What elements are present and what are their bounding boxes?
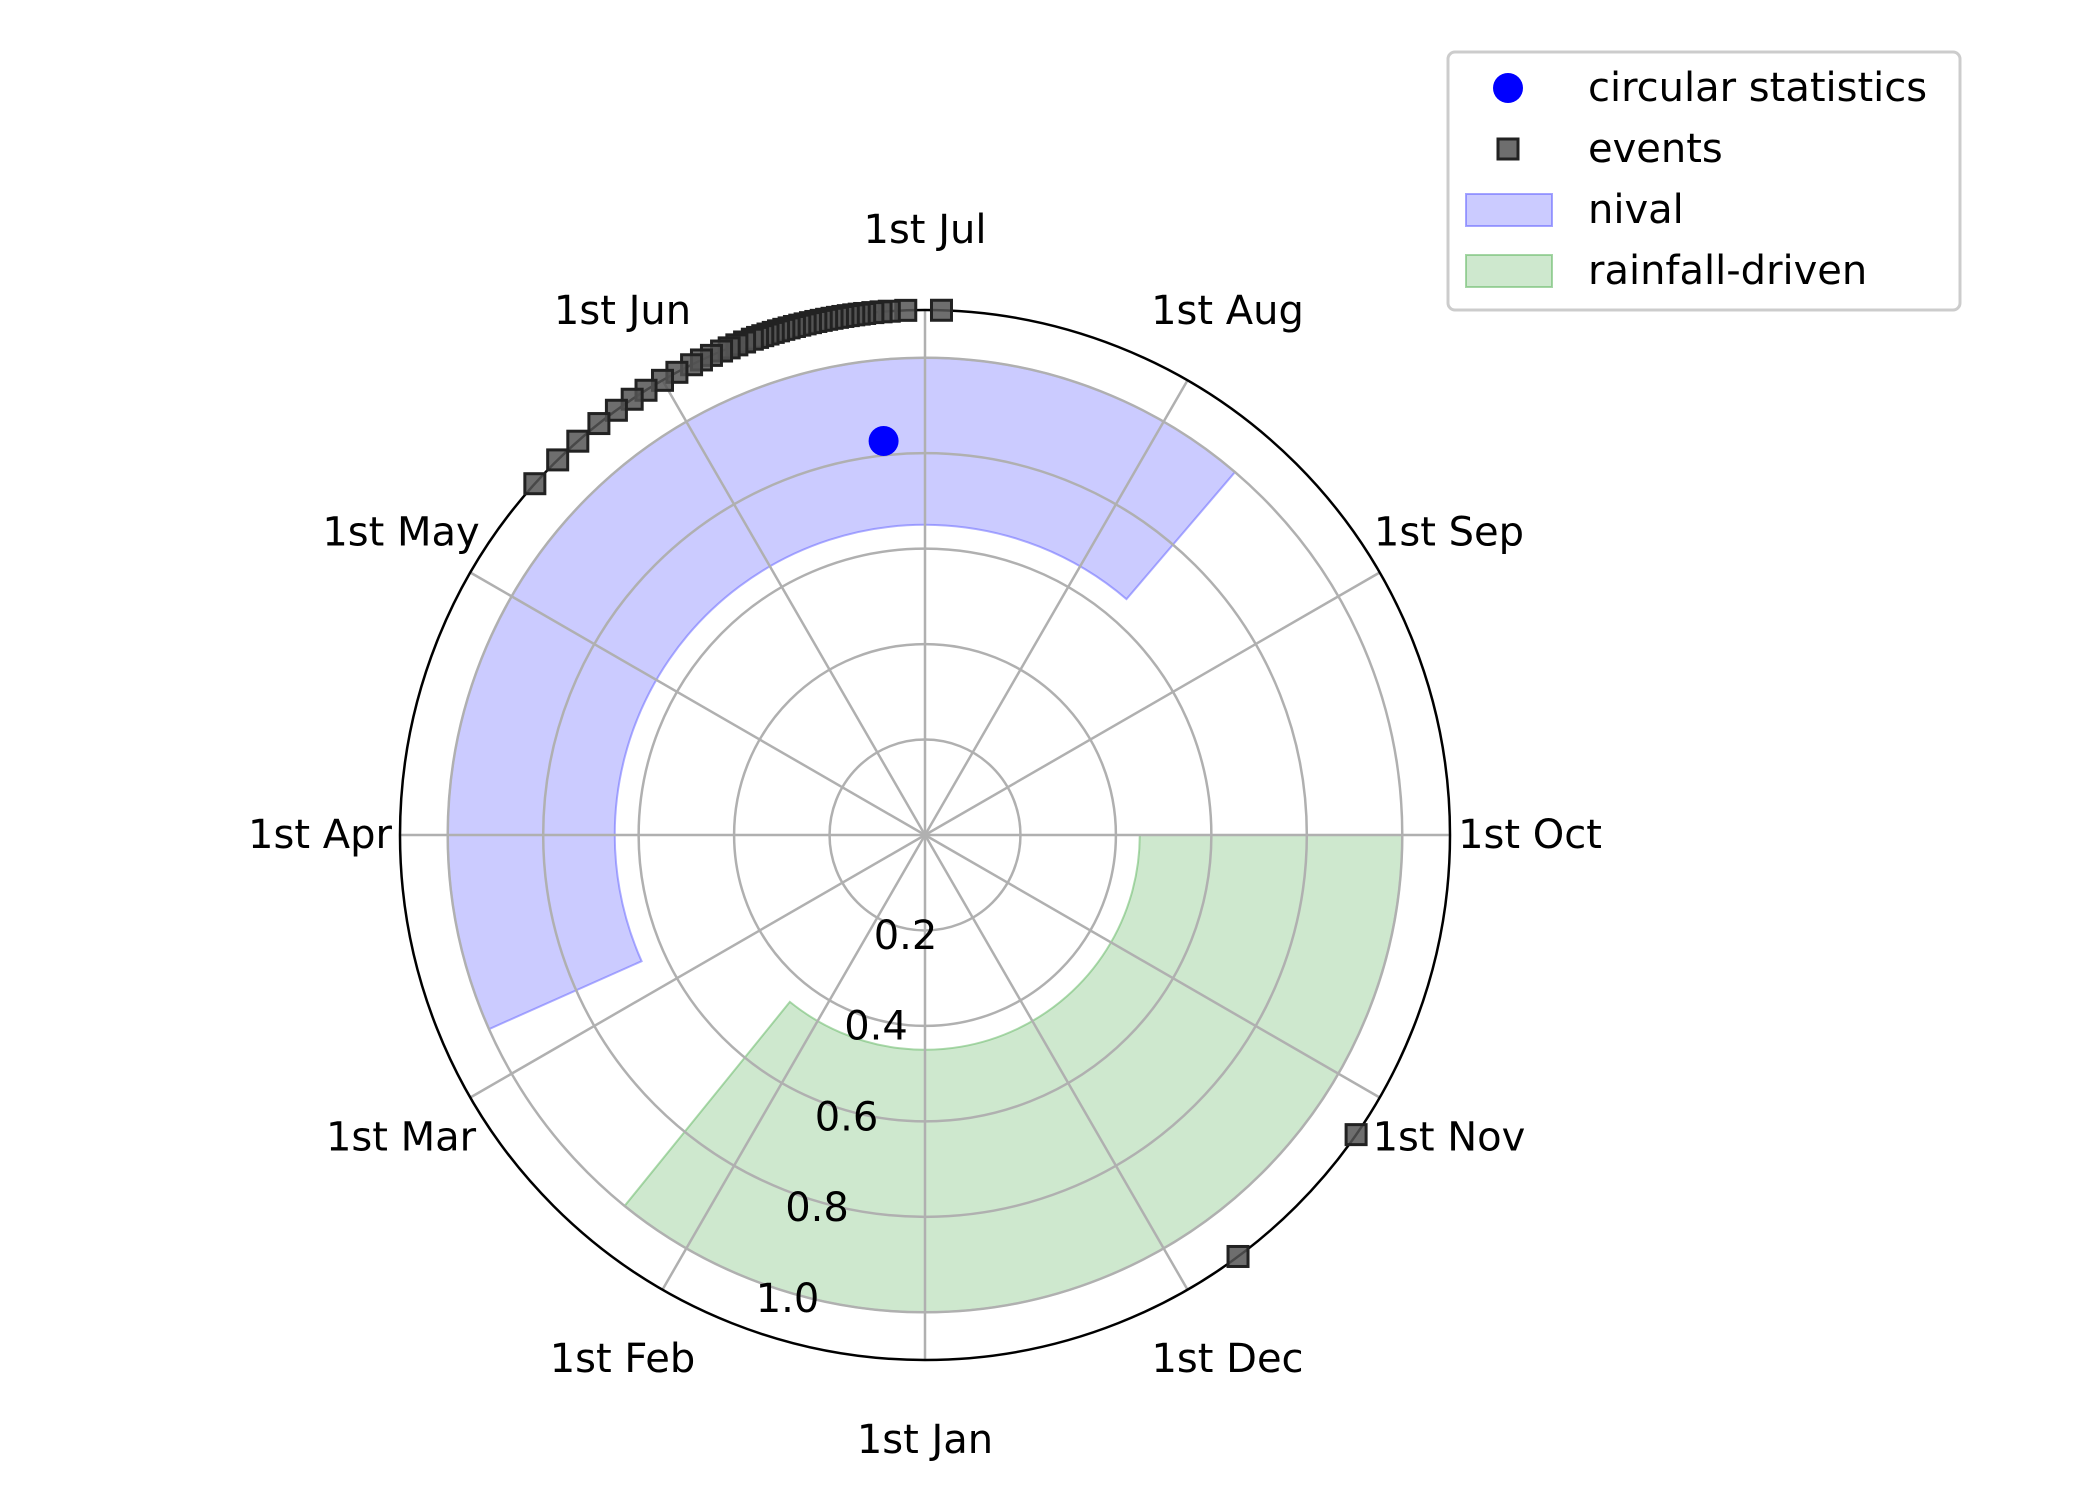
month-tick-label: 1st Oct: [1458, 812, 1602, 858]
radial-tick-label: 1.0: [756, 1276, 820, 1322]
grid-spoke: [924, 571, 1381, 837]
grid-spoke: [469, 833, 926, 1099]
legend-label: rainfall-driven: [1588, 248, 1867, 294]
month-tick-label: 1st May: [322, 510, 479, 556]
event-markers: [523, 298, 1368, 1268]
event-marker: [546, 448, 570, 472]
month-tick-label: 1st Aug: [1151, 288, 1304, 334]
event-marker: [566, 429, 590, 453]
event-marker: [587, 412, 611, 436]
radial-tick-labels: 0.2 0.4 0.6 0.8 1.0: [756, 913, 938, 1322]
band-rainfall-driven: [623, 834, 1404, 1314]
legend-swatch-circular-statistics: [1493, 73, 1523, 103]
circular-statistics-point: [868, 426, 899, 457]
legend-swatch-nival: [1465, 193, 1553, 227]
polar-grid: [400, 310, 1450, 1360]
grid-spoke: [924, 833, 1381, 1099]
radial-tick-label: 0.4: [844, 1004, 908, 1050]
grid-spoke: [923, 379, 1189, 836]
month-tick-label: 1st Feb: [550, 1336, 696, 1382]
event-marker: [604, 398, 628, 422]
month-tick-label: 1st Jul: [864, 207, 987, 253]
month-tick-label: 1st Sep: [1374, 510, 1524, 556]
month-tick-label: 1st Nov: [1373, 1115, 1526, 1161]
legend: circular statistics events nival rainfall-d…: [1446, 50, 1962, 312]
event-marker: [929, 298, 953, 322]
legend-label: circular statistics: [1588, 65, 1927, 111]
month-tick-label: 1st Dec: [1151, 1336, 1303, 1382]
radial-tick-label: 0.2: [874, 913, 938, 959]
polar-frame: [398, 308, 1452, 1362]
legend-swatch-events: [1496, 137, 1520, 161]
month-tick-label: 1st Jan: [857, 1417, 993, 1463]
grid-spoke: [661, 379, 927, 836]
legend-frame: [1446, 50, 1962, 312]
month-tick-label: 1st Mar: [326, 1115, 477, 1161]
legend-label: events: [1588, 126, 1723, 172]
angular-tick-labels: 1st Jan 1st Feb 1st Mar 1st Apr 1st May 1st J…: [248, 207, 1602, 1463]
grid-spoke: [469, 571, 926, 837]
event-marker: [523, 472, 547, 496]
event-marker: [1344, 1123, 1368, 1147]
radial-tick-label: 0.8: [785, 1185, 849, 1231]
month-tick-label: 1st Apr: [248, 812, 392, 858]
month-tick-label: 1st Jun: [554, 288, 691, 334]
event-marker: [1226, 1244, 1250, 1268]
legend-swatch-rainfall-driven: [1465, 254, 1553, 288]
grid-spoke: [661, 834, 927, 1291]
legend-label: nival: [1588, 187, 1684, 233]
radial-tick-label: 0.6: [815, 1094, 879, 1140]
circular-statistics-markers: [868, 426, 899, 457]
grid-spoke: [923, 834, 1189, 1291]
